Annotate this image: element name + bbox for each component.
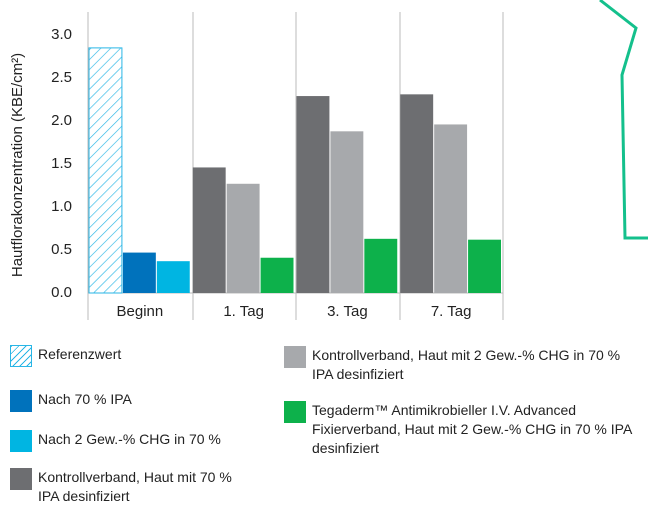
legend-swatch [284,346,306,368]
x-tick-label: 7. Tag [431,303,472,320]
legend-label: Nach 2 Gew.-% CHG in 70 % [38,431,221,447]
y-tick-label: 2.5 [51,69,72,86]
bar [192,167,226,293]
legend-label: Tegaderm™ Antimikrobieller I.V. Advanced… [312,402,632,456]
legend-swatch [10,345,32,367]
legend-item: Kontrollverband, Haut mit 2 Gew.-% CHG i… [284,346,644,384]
decor-frame [599,0,648,240]
bar [226,183,260,293]
legend-label: Nach 70 % IPA [38,391,132,407]
legend-item: Tegaderm™ Antimikrobieller I.V. Advanced… [284,401,644,458]
legend-swatch [10,430,32,452]
legend-swatch [10,468,32,490]
legend-label: Kontrollverband, Haut mit 2 Gew.-% CHG i… [312,347,621,382]
bar [330,131,364,293]
legend-item: Referenzwert [10,345,310,367]
bar [88,47,123,294]
bar [260,257,294,293]
legend-label: Kontrollverband, Haut mit 70 % IPA desin… [38,469,232,504]
legend-item: Nach 70 % IPA [10,390,310,412]
x-tick-label: Beginn [117,303,164,320]
bar [468,239,501,293]
y-tick-label: 0.5 [51,241,72,258]
bar [156,261,190,293]
y-tick-label: 2.0 [51,112,72,129]
y-tick-label: 3.0 [51,26,72,43]
bar [296,96,330,293]
y-axis-label: Hautflorakonzentration (KBE/cm²) [9,53,26,277]
legend-swatch [284,401,306,423]
bar [434,124,468,293]
legend-item: Kontrollverband, Haut mit 70 % IPA desin… [10,468,250,506]
bar [400,94,434,293]
y-tick-label: 0.0 [51,284,72,301]
bar [364,238,398,293]
y-tick-label: 1.0 [51,198,72,215]
legend-swatch [10,390,32,412]
legend-item: Nach 2 Gew.-% CHG in 70 % [10,430,310,452]
legend-label: Referenzwert [38,346,122,362]
chart: Hautflorakonzentration (KBE/cm²) 0.0 0.5 1… [9,0,648,320]
x-tick-label: 1. Tag [223,303,264,320]
y-tick-label: 1.5 [51,155,72,172]
bar [122,252,156,293]
x-tick-label: 3. Tag [327,303,368,320]
